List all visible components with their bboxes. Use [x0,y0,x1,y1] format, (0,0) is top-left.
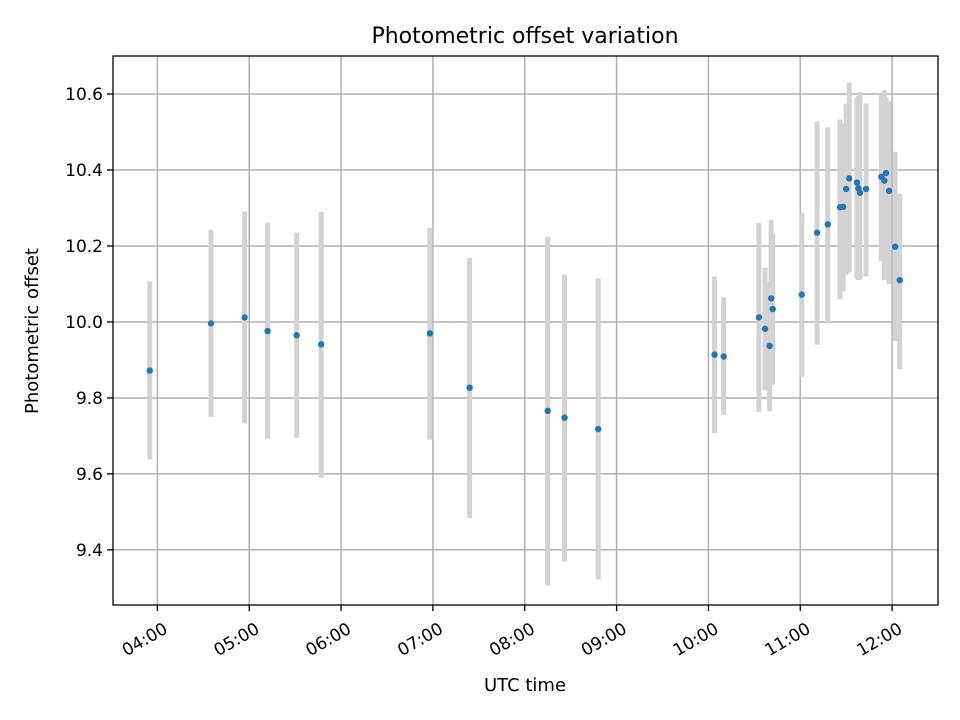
chart-title: Photometric offset variation [371,24,678,49]
y-axis-label: Photometric offset [22,248,43,414]
data-point [264,327,271,335]
x-tick-label: 04:00 [119,619,171,661]
plot-frame [112,55,939,606]
y-tick-label: 9.6 [76,465,103,485]
data-point [891,243,899,250]
data-point [862,185,870,193]
data-point [824,221,831,228]
data-point [293,332,300,339]
data-point [595,425,602,433]
data-point [853,179,861,186]
x-axis-label: UTC time [484,675,566,696]
x-tick-label: 07:00 [394,619,446,661]
data-point [896,276,903,284]
grid-lines [113,56,938,605]
x-tick-label: 09:00 [578,619,630,661]
data-point [767,295,775,302]
data-point [839,203,847,211]
data-point [761,325,769,332]
data-point [241,314,248,321]
y-tick-label: 10.4 [65,161,103,181]
y-tick-label: 10.0 [65,313,103,333]
data-point [769,305,776,313]
axis-ticks: 04:00 05:00 06:00 07:00 08:00 09:00 10:00 11:00… [65,85,906,661]
data-point [813,229,821,236]
data-point [146,367,153,374]
x-tick-label: 10:00 [670,619,722,661]
data-point [798,291,805,298]
data-point [842,185,850,193]
x-tick-label: 06:00 [303,619,355,661]
x-tick-label: 12:00 [854,619,906,661]
data-point [846,175,853,182]
data-points [146,169,903,433]
y-tick-label: 10.2 [65,237,103,257]
data-point [544,407,551,415]
data-point [317,341,325,348]
data-point [856,189,864,196]
data-point [720,353,727,360]
y-tick-label: 9.8 [76,389,103,409]
y-tick-label: 9.4 [76,541,103,561]
data-point [885,187,893,195]
data-point [711,351,718,358]
y-tick-label: 10.6 [65,85,103,105]
x-tick-label: 08:00 [486,619,538,661]
x-tick-label: 05:00 [211,619,263,661]
data-point [881,177,888,184]
data-point [766,342,773,350]
data-point [207,320,215,327]
data-point [466,384,473,391]
data-point [426,330,434,337]
data-point [561,414,568,421]
x-tick-label: 11:00 [762,619,814,661]
data-point [882,169,890,177]
data-point [755,314,763,321]
